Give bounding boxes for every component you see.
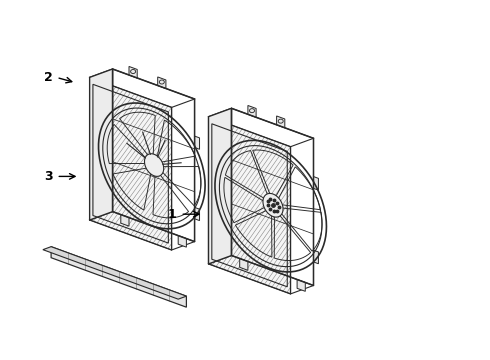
Polygon shape <box>145 154 164 176</box>
Polygon shape <box>158 77 166 89</box>
Text: 3: 3 <box>44 170 52 183</box>
Polygon shape <box>51 247 186 307</box>
Polygon shape <box>90 77 172 250</box>
Text: 2: 2 <box>44 71 52 84</box>
Polygon shape <box>314 176 318 190</box>
Polygon shape <box>195 136 199 149</box>
Polygon shape <box>195 207 199 221</box>
Polygon shape <box>178 235 186 247</box>
Polygon shape <box>263 193 283 217</box>
Polygon shape <box>43 247 186 299</box>
Polygon shape <box>129 67 137 78</box>
Polygon shape <box>240 258 248 270</box>
Polygon shape <box>209 108 231 264</box>
Polygon shape <box>297 279 305 291</box>
Polygon shape <box>314 250 318 264</box>
Polygon shape <box>209 117 291 294</box>
Text: 1: 1 <box>168 208 176 221</box>
Polygon shape <box>276 116 285 128</box>
Polygon shape <box>248 105 256 117</box>
Polygon shape <box>121 215 129 226</box>
Polygon shape <box>90 69 113 220</box>
